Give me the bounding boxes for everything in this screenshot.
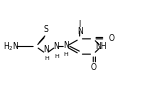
Text: H: H bbox=[44, 56, 49, 61]
Text: N: N bbox=[43, 45, 49, 54]
Text: H: H bbox=[64, 52, 68, 57]
Text: H$_2$N: H$_2$N bbox=[3, 40, 20, 53]
Text: H: H bbox=[54, 54, 59, 59]
Text: NH: NH bbox=[95, 43, 107, 51]
Text: N: N bbox=[77, 27, 82, 36]
Text: S: S bbox=[44, 25, 48, 34]
Text: O: O bbox=[90, 63, 96, 72]
Text: N: N bbox=[63, 41, 69, 50]
Text: I: I bbox=[78, 20, 81, 29]
Text: O: O bbox=[108, 34, 114, 43]
Text: N: N bbox=[53, 43, 59, 51]
